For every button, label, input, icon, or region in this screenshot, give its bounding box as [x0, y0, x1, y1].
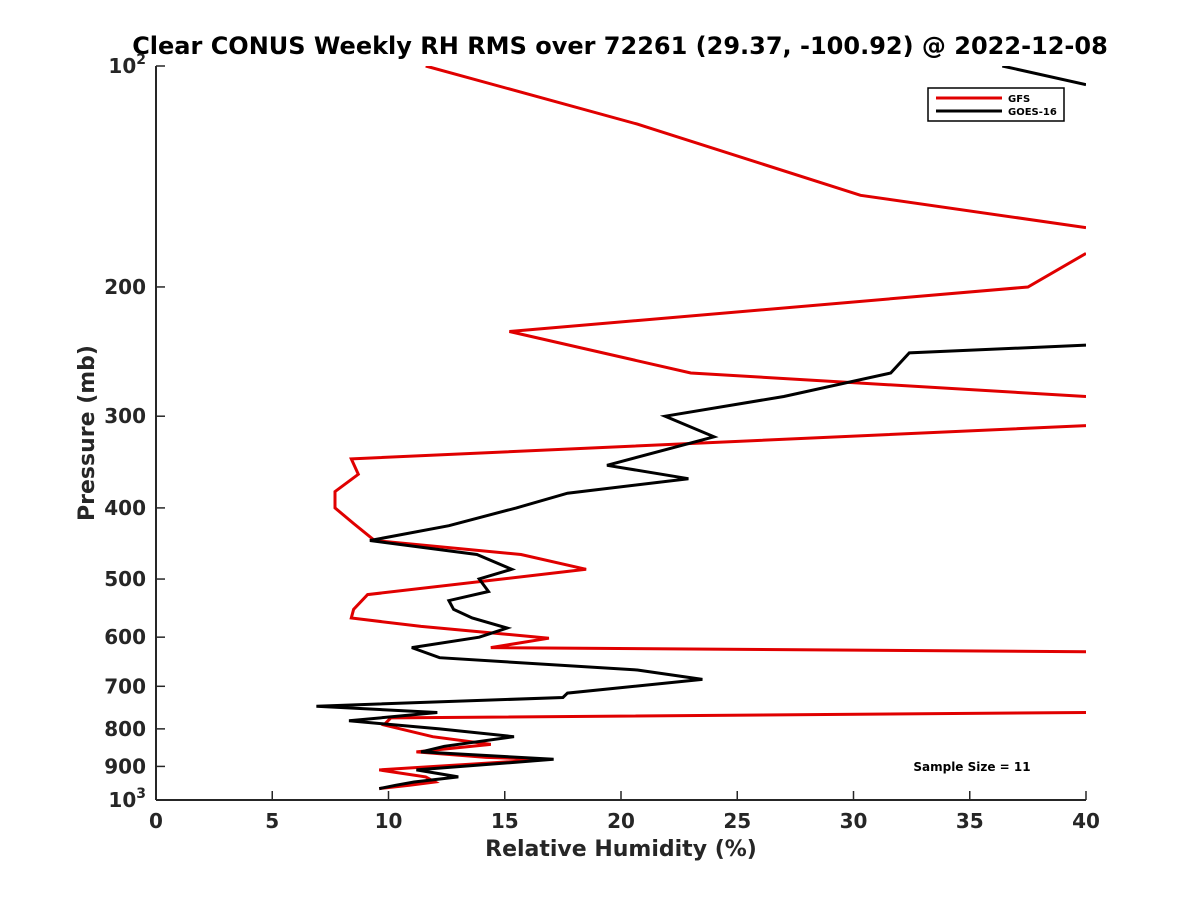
legend-label-goes-16: GOES-16	[1008, 107, 1057, 118]
y-tick-label: 103	[108, 786, 146, 812]
x-tick-label: 25	[723, 809, 751, 833]
y-tick-label: 400	[104, 496, 146, 520]
legend-label-gfs: GFS	[1008, 94, 1030, 105]
y-tick-label: 300	[104, 404, 146, 428]
x-tick-label: 40	[1072, 809, 1100, 833]
y-axis-ticks: 102 200 300 400 500 600 700 800 900 103	[104, 52, 165, 812]
sample-size-annotation: Sample Size = 11	[913, 760, 1030, 774]
y-tick-label: 900	[104, 754, 146, 778]
y-axis-label: Pressure (mb)	[75, 345, 100, 521]
x-tick-label: 5	[265, 809, 279, 833]
x-tick-label: 15	[491, 809, 519, 833]
y-tick-label: 200	[104, 275, 146, 299]
series-line-gfs	[333, 66, 1086, 791]
x-tick-label: 10	[375, 809, 403, 833]
x-tick-label: 35	[956, 809, 984, 833]
series-layer	[316, 66, 1086, 791]
chart-title: Clear CONUS Weekly RH RMS over 72261 (29…	[132, 32, 1108, 60]
x-tick-label: 0	[149, 809, 163, 833]
x-axis-label: Relative Humidity (%)	[485, 837, 757, 862]
legend: GFS GOES-16	[927, 87, 1065, 122]
x-tick-label: 20	[607, 809, 635, 833]
y-tick-label: 102	[108, 52, 146, 78]
legend-box	[927, 87, 1065, 122]
y-tick-label: 600	[104, 625, 146, 649]
series-line-goes-16	[316, 66, 1086, 791]
plot-area	[155, 66, 1086, 801]
y-tick-label: 500	[104, 567, 146, 591]
y-tick-label: 700	[104, 674, 146, 698]
x-axis-ticks: 0 5 10 15 20 25 30 35 40	[149, 791, 1100, 833]
y-tick-label: 800	[104, 717, 146, 741]
x-tick-label: 30	[840, 809, 868, 833]
